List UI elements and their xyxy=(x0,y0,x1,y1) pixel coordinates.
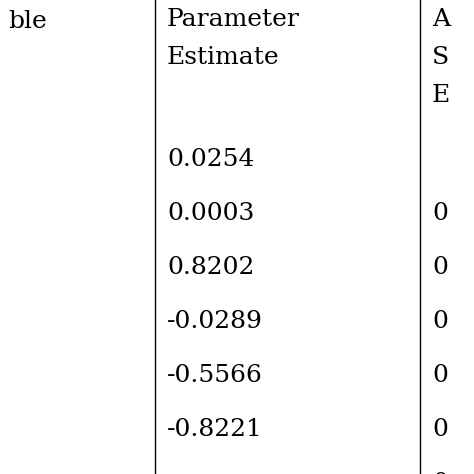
Text: 0: 0 xyxy=(432,310,448,333)
Text: A: A xyxy=(432,8,450,31)
Text: 0: 0 xyxy=(432,256,448,279)
Text: 0: 0 xyxy=(432,202,448,225)
Text: 0: 0 xyxy=(432,472,448,474)
Text: Parameter: Parameter xyxy=(167,8,300,31)
Text: 0.0254: 0.0254 xyxy=(167,148,255,171)
Text: 0: 0 xyxy=(432,418,448,441)
Text: ble: ble xyxy=(8,10,47,33)
Text: -0.5566: -0.5566 xyxy=(167,364,263,387)
Text: 0.8202: 0.8202 xyxy=(167,256,255,279)
Text: 0: 0 xyxy=(432,364,448,387)
Text: -0.8221: -0.8221 xyxy=(167,418,263,441)
Text: -0.0289: -0.0289 xyxy=(167,310,263,333)
Text: Estimate: Estimate xyxy=(167,46,280,69)
Text: E: E xyxy=(432,84,450,107)
Text: S: S xyxy=(432,46,449,69)
Text: 0.0003: 0.0003 xyxy=(167,202,255,225)
